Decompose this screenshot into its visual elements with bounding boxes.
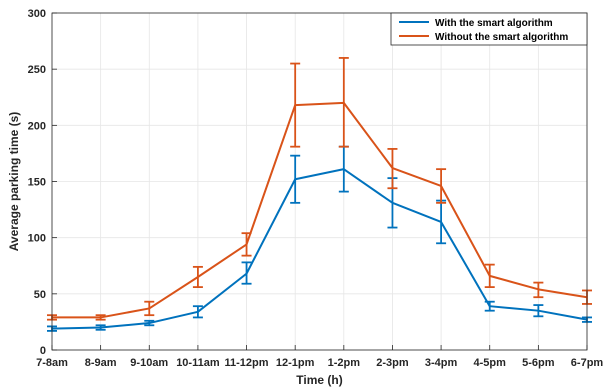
legend-label-with-smart-algorithm: With the smart algorithm xyxy=(435,18,553,29)
y-tick-label: 250 xyxy=(28,64,46,76)
x-axis-label: Time (h) xyxy=(296,373,342,387)
tick-layer: 7-8am 8-9am 9-10am 10-11am 11-12pm 12-1pm 1-2p… xyxy=(28,8,604,369)
legend: With the smart algorithm Without the sma… xyxy=(390,12,588,46)
x-tick-label: 10-11am xyxy=(176,357,220,369)
legend-label-without-smart-algorithm: Without the smart algorithm xyxy=(435,32,568,43)
series-without-smart-algorithm xyxy=(47,57,592,321)
x-tick-label: 8-9am xyxy=(85,357,117,369)
legend-box xyxy=(390,12,588,46)
x-tick-label: 11-12pm xyxy=(225,357,269,369)
y-tick-label: 300 xyxy=(28,8,46,20)
y-axis-label: Average parking time (s) xyxy=(7,112,21,252)
error-bar xyxy=(241,261,252,285)
x-tick-label: 12-1pm xyxy=(276,357,315,369)
x-tick-label: 1-2pm xyxy=(328,357,361,369)
y-tick-label: 200 xyxy=(28,120,46,132)
x-tick-label: 7-8am xyxy=(36,357,68,369)
error-bar xyxy=(533,281,544,299)
x-tick-label: 2-3pm xyxy=(376,357,409,369)
x-tick-label: 9-10am xyxy=(130,357,168,369)
series-line xyxy=(51,168,588,330)
series-line xyxy=(52,101,588,319)
x-tick-label: 6-7pm xyxy=(571,357,604,369)
x-tick-label: 4-5pm xyxy=(474,357,507,369)
x-tick-label: 3-4pm xyxy=(425,357,458,369)
y-tick-label: 0 xyxy=(40,345,46,357)
y-tick-label: 100 xyxy=(28,233,46,245)
y-tick-label: 150 xyxy=(28,177,46,189)
x-tick-label: 5-6pm xyxy=(522,357,555,369)
y-tick-label: 50 xyxy=(34,289,46,301)
error-bar xyxy=(338,57,349,148)
series-layer xyxy=(47,57,592,332)
error-bar xyxy=(387,148,398,190)
